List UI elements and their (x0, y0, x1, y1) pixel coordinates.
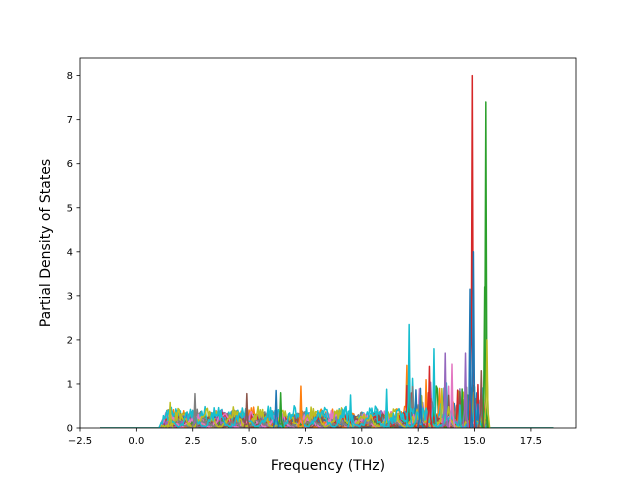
pdos-peak (466, 288, 474, 428)
y-tick-label: 6 (67, 159, 73, 170)
pdos-peak (462, 352, 469, 428)
pdos-peak (272, 389, 280, 428)
y-tick-label: 8 (67, 71, 73, 82)
pdos-peak (416, 387, 424, 428)
x-tick-label: −2.5 (68, 436, 92, 447)
pdos-peak (383, 388, 391, 428)
pdos-peak (441, 352, 449, 428)
x-tick-label: 0.0 (128, 436, 144, 447)
pdos-peak (277, 392, 285, 428)
y-tick-label: 7 (67, 115, 73, 126)
pdos-peak (166, 401, 174, 428)
y-tick-label: 4 (67, 247, 73, 258)
x-tick-label: 2.5 (185, 436, 201, 447)
pdos-peak (297, 385, 305, 428)
y-axis-label: Partial Density of States (38, 159, 54, 327)
pdos-peak (448, 363, 456, 428)
pdos-peak (469, 251, 477, 428)
pdos-peak (243, 392, 251, 428)
y-tick-label: 2 (67, 335, 73, 346)
x-tick-label: 10.0 (351, 436, 373, 447)
pdos-series-line (100, 386, 554, 428)
pdos-peak (477, 369, 485, 428)
y-tick-label: 1 (67, 379, 73, 390)
x-tick-label: 5.0 (241, 436, 257, 447)
y-tick-label: 0 (67, 424, 73, 435)
pdos-peak (405, 323, 413, 428)
axes-frame (79, 57, 577, 429)
x-axis: −2.5 0.0 2.5 5.0 7.5 10.0 12.5 15.0 17.5 (68, 428, 542, 447)
pdos-peak (483, 339, 491, 428)
x-tick-label: 15.0 (463, 436, 485, 447)
pdos-peak (426, 365, 433, 428)
x-tick-label: 12.5 (407, 436, 429, 447)
pdos-peak (430, 347, 438, 428)
pdos-peak (347, 394, 354, 428)
pdos-peak (191, 392, 199, 428)
plot-area (100, 74, 554, 428)
x-tick-label: 7.5 (298, 436, 314, 447)
y-tick-label: 5 (67, 203, 73, 214)
x-tick-label: 17.5 (520, 436, 542, 447)
y-tick-label: 3 (67, 291, 73, 302)
x-axis-label: Frequency (THz) (271, 458, 385, 474)
y-axis: 0 1 2 3 4 5 6 7 8 (67, 71, 80, 435)
